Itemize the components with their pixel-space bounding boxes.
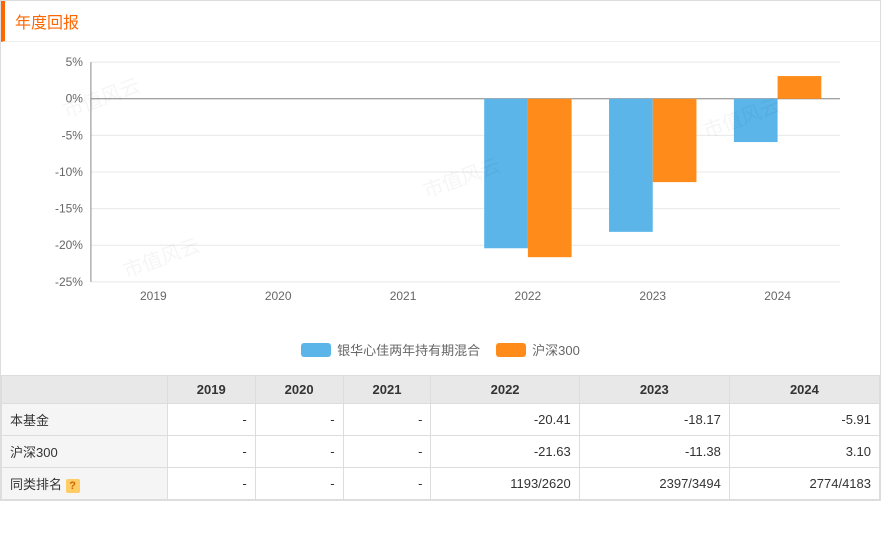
table-header-cell: 2021 xyxy=(343,376,431,404)
svg-text:-25%: -25% xyxy=(55,275,83,289)
bar xyxy=(778,76,822,99)
panel-header: 年度回报 xyxy=(1,1,880,42)
table-cell: - xyxy=(255,436,343,468)
svg-text:2021: 2021 xyxy=(390,289,417,303)
table-cell: 1193/2620 xyxy=(431,468,579,500)
legend-label: 沪深300 xyxy=(532,340,580,359)
table-row: 沪深300----21.63-11.383.10 xyxy=(2,436,880,468)
table-cell: -20.41 xyxy=(431,404,579,436)
svg-text:2023: 2023 xyxy=(639,289,666,303)
bar xyxy=(484,99,528,248)
bar xyxy=(609,99,653,232)
table-header-cell: 2019 xyxy=(167,376,255,404)
returns-table: 2019 2020 2021 2022 2023 2024 本基金----20.… xyxy=(1,375,880,500)
legend-item-fund: 银华心佳两年持有期混合 xyxy=(301,340,480,359)
table-cell: - xyxy=(167,468,255,500)
table-cell: - xyxy=(343,436,431,468)
legend-item-index: 沪深300 xyxy=(496,340,580,359)
svg-text:-15%: -15% xyxy=(55,202,83,216)
table-cell: - xyxy=(167,436,255,468)
table-row: 同类排名 ?---1193/26202397/34942774/4183 xyxy=(2,468,880,500)
table-cell: -21.63 xyxy=(431,436,579,468)
table-cell: 2397/3494 xyxy=(579,468,729,500)
annual-return-panel: 年度回报 市值风云 市值风云 市值风云 市值风云 5%0%-5%-10%-15%… xyxy=(0,0,881,501)
table-cell: - xyxy=(167,404,255,436)
svg-text:2024: 2024 xyxy=(764,289,791,303)
bar-chart: 5% 0% -5% -10% -15% -20% -25% 2019 2020 2021 2022 2… xyxy=(21,52,860,312)
table-cell: - xyxy=(255,404,343,436)
chart-legend: 银华心佳两年持有期混合 沪深300 xyxy=(1,332,880,375)
table-cell: - xyxy=(343,404,431,436)
legend-label: 银华心佳两年持有期混合 xyxy=(337,340,480,359)
table-header-cell xyxy=(2,376,168,404)
table-header-cell: 2020 xyxy=(255,376,343,404)
chart-area: 市值风云 市值风云 市值风云 市值风云 5%0%-5%-10%-15%-20%-… xyxy=(1,42,880,332)
table-cell: - xyxy=(343,468,431,500)
svg-text:0%: 0% xyxy=(66,92,84,106)
svg-text:-10%: -10% xyxy=(55,165,83,179)
svg-text:5%: 5% xyxy=(66,55,84,69)
bar xyxy=(653,99,697,182)
svg-text:2020: 2020 xyxy=(265,289,292,303)
table-cell: 3.10 xyxy=(729,436,879,468)
table-header-cell: 2022 xyxy=(431,376,579,404)
legend-swatch xyxy=(496,343,526,357)
table-row: 本基金----20.41-18.17-5.91 xyxy=(2,404,880,436)
table-header-cell: 2023 xyxy=(579,376,729,404)
table-cell: -18.17 xyxy=(579,404,729,436)
svg-text:-20%: -20% xyxy=(55,238,83,252)
row-label: 沪深300 xyxy=(2,436,168,468)
table-header-cell: 2024 xyxy=(729,376,879,404)
row-label: 本基金 xyxy=(2,404,168,436)
bar xyxy=(528,99,572,257)
table-header-row: 2019 2020 2021 2022 2023 2024 xyxy=(2,376,880,404)
table-cell: -11.38 xyxy=(579,436,729,468)
svg-text:-5%: -5% xyxy=(62,128,84,142)
legend-swatch xyxy=(301,343,331,357)
row-label: 同类排名 ? xyxy=(2,468,168,500)
table-cell: 2774/4183 xyxy=(729,468,879,500)
help-icon[interactable]: ? xyxy=(66,479,80,493)
table-cell: - xyxy=(255,468,343,500)
panel-title: 年度回报 xyxy=(15,15,79,32)
svg-text:2022: 2022 xyxy=(515,289,542,303)
svg-text:2019: 2019 xyxy=(140,289,167,303)
bar xyxy=(734,99,778,142)
table-cell: -5.91 xyxy=(729,404,879,436)
